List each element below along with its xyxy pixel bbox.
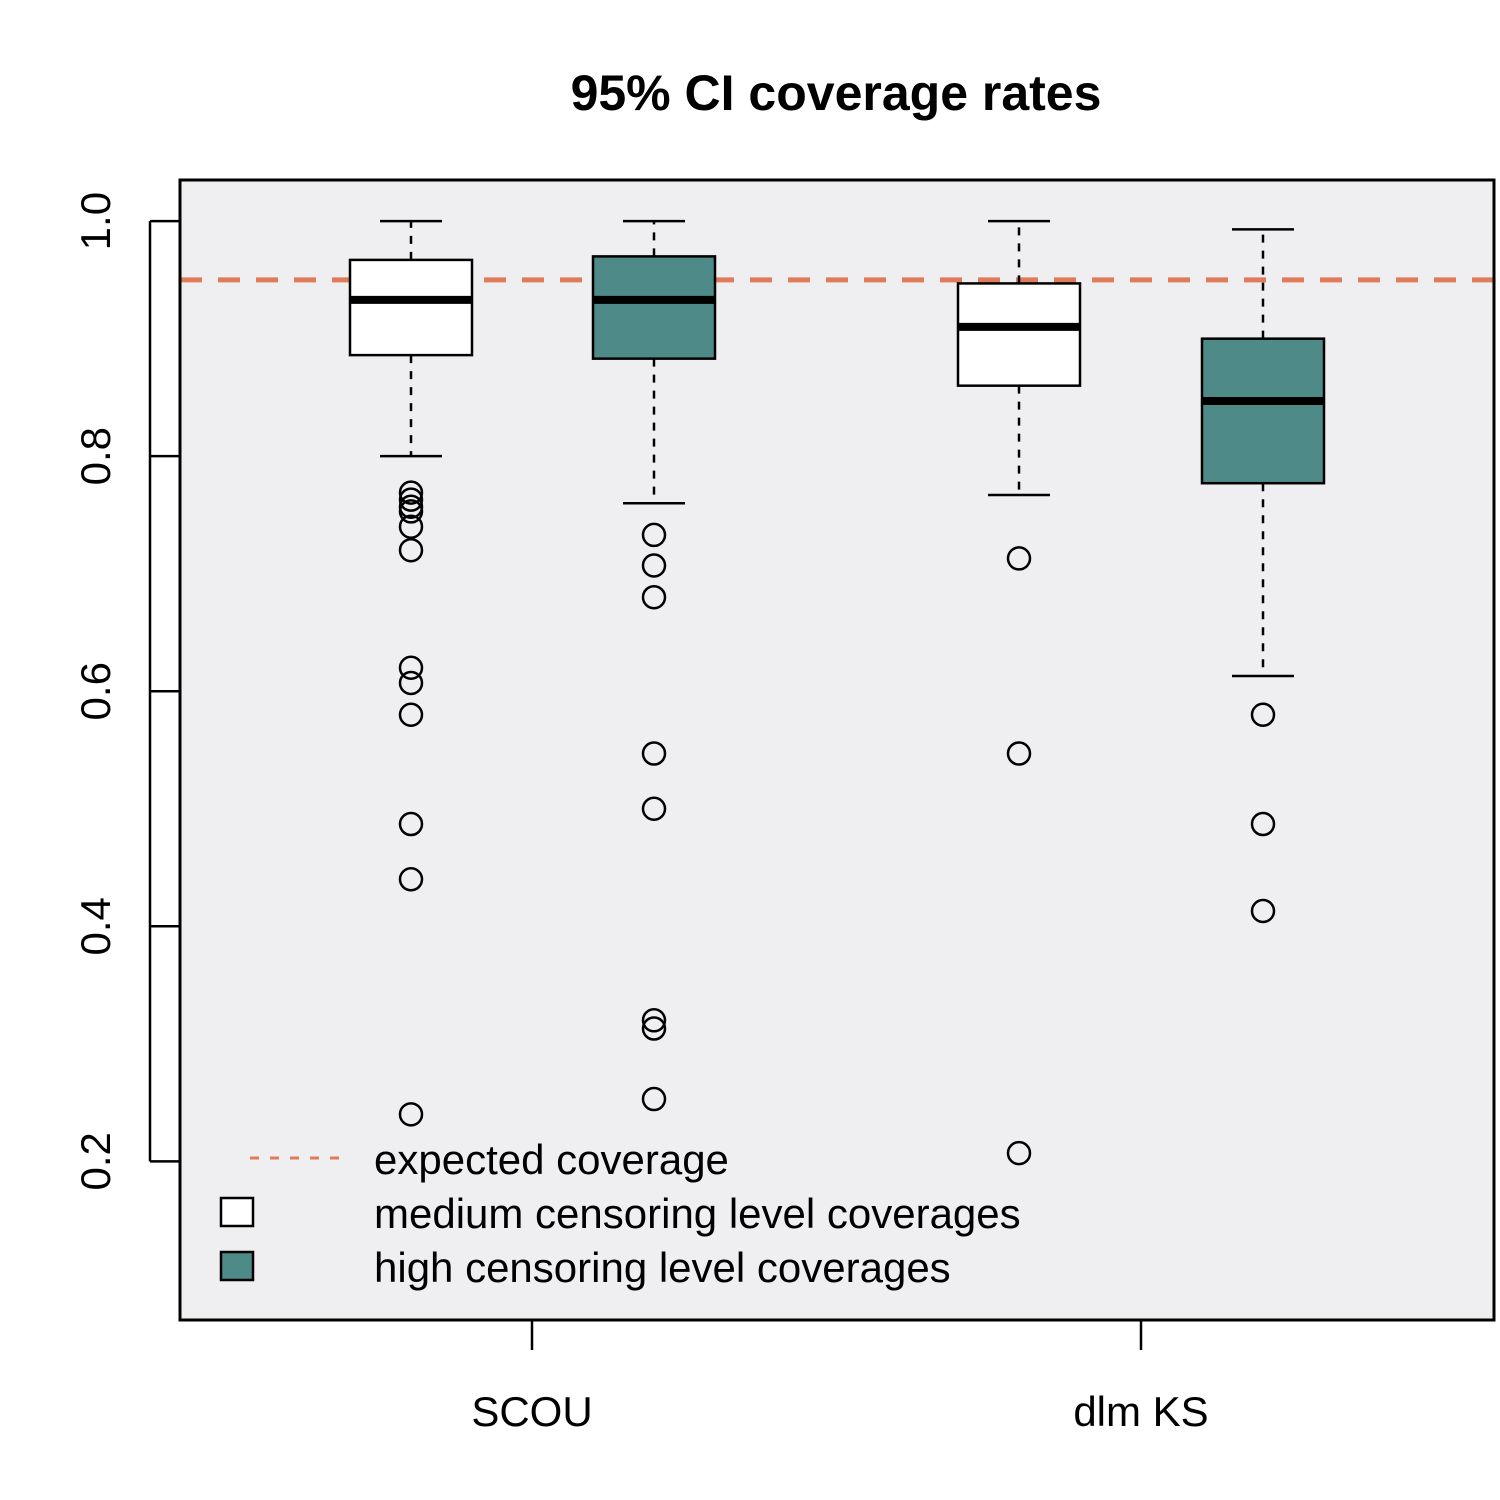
outlier-point xyxy=(398,487,424,512)
y-tick-label: 0.2 xyxy=(72,1132,119,1190)
y-tick-label: 0.6 xyxy=(72,662,119,720)
outlier-point xyxy=(641,553,667,578)
outlier-point xyxy=(1250,811,1276,837)
legend-label-high: high censoring level coverages xyxy=(374,1244,951,1291)
outlier-point xyxy=(398,655,424,680)
x-tick-label: SCOU xyxy=(471,1388,592,1435)
outlier-point xyxy=(398,514,424,539)
outlier-point xyxy=(1006,546,1032,571)
x-tick-label: dlm KS xyxy=(1073,1388,1208,1435)
plot-border xyxy=(178,178,1496,1322)
box-scou-high xyxy=(591,219,717,1112)
outlier-point xyxy=(641,796,667,822)
boxes-layer xyxy=(348,219,1326,1166)
legend-label-medium: medium censoring level coverages xyxy=(374,1190,1021,1237)
box-iqr xyxy=(1200,337,1326,485)
outlier-point xyxy=(1006,1140,1032,1166)
outlier-point xyxy=(1250,702,1276,727)
outlier-point xyxy=(398,670,424,696)
legend-medium-swatch xyxy=(219,1196,255,1228)
outlier-point xyxy=(398,499,424,524)
legend: expected coverage medium censoring level… xyxy=(219,1136,1021,1291)
outlier-point xyxy=(398,1102,424,1127)
y-tick-label: 1.0 xyxy=(72,192,119,250)
y-axis: 0.2 0.4 0.6 0.8 1.0 xyxy=(72,192,180,1191)
legend-label-expected-coverage: expected coverage xyxy=(374,1136,729,1183)
outlier-point xyxy=(641,1086,667,1112)
box-dlm-ks-medium xyxy=(956,219,1082,1166)
outlier-point xyxy=(398,702,424,727)
outlier-point xyxy=(641,522,667,548)
outlier-point xyxy=(1006,741,1032,766)
y-tick-label: 0.8 xyxy=(72,427,119,485)
box-iqr xyxy=(591,255,717,360)
outlier-point xyxy=(398,480,424,505)
outlier-point xyxy=(398,867,424,892)
y-tick-label: 0.4 xyxy=(72,897,119,955)
outlier-point xyxy=(641,584,667,610)
x-axis: SCOU dlm KS xyxy=(471,1320,1209,1435)
box-iqr xyxy=(956,282,1082,387)
outlier-point xyxy=(1250,898,1276,924)
outlier-point xyxy=(641,1008,667,1033)
outlier-point xyxy=(641,741,667,766)
box-scou-medium xyxy=(348,219,474,1127)
outlier-point xyxy=(398,537,424,563)
box-dlm-ks-high xyxy=(1200,228,1326,924)
outlier-point xyxy=(641,1016,667,1041)
box-iqr xyxy=(348,258,474,357)
chart-title: 95% CI coverage rates xyxy=(571,65,1102,121)
outlier-point xyxy=(398,811,424,837)
legend-high-swatch xyxy=(219,1250,255,1282)
